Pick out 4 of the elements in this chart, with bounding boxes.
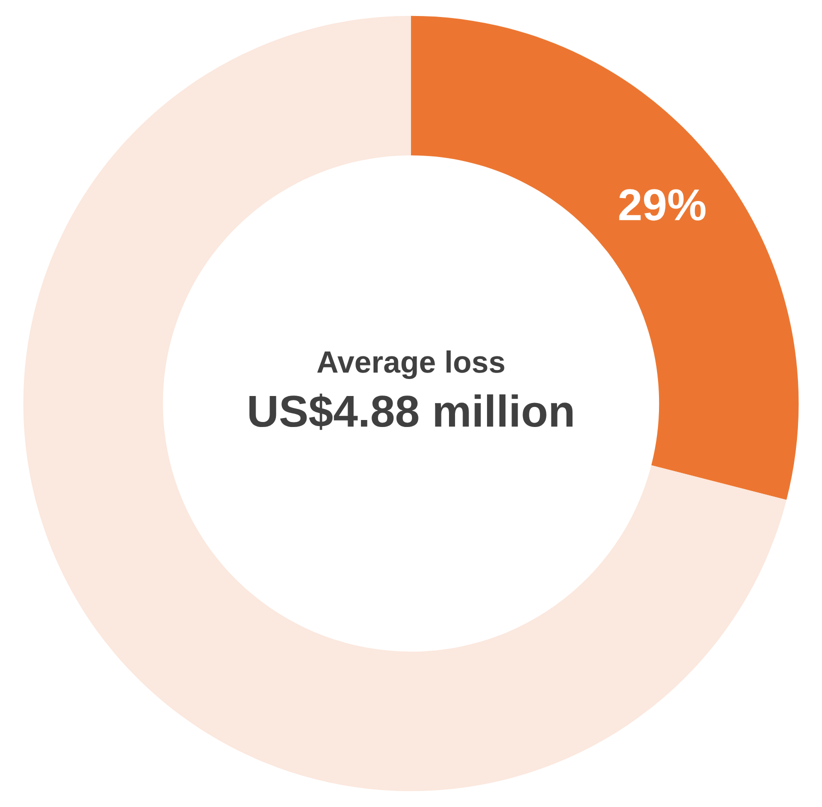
text: US$4.88 million — [249, 394, 573, 430]
donut-slice — [23, 16, 786, 792]
text: Average loss — [317, 350, 504, 380]
data-label: 29% — [619, 189, 706, 221]
